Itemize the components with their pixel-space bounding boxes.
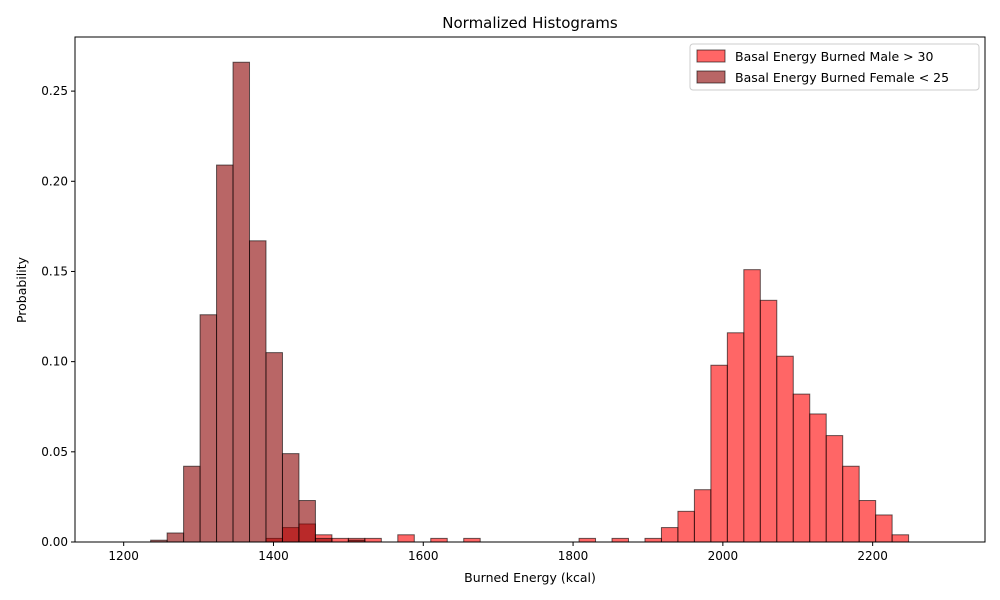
y-tick-label: 0.20 [41,174,68,188]
bar-series0-bin26 [776,355,794,543]
bar-series0-bin31 [858,500,877,543]
bar-series0-bin11 [463,537,481,543]
x-tick-label: 2200 [857,549,888,563]
bar-series1-bin5 [232,61,251,543]
bar-series1-bin8 [281,453,300,543]
bar-series1-bin2 [183,465,201,543]
y-axis-ticks: 0.00 0.05 0.10 0.15 0.20 0.25 [41,84,75,549]
x-axis-ticks: 1200 1400 1600 1800 2000 2200 [108,542,888,563]
legend-label-male: Basal Energy Burned Male > 30 [735,49,934,64]
bar-series0-bin22 [710,364,728,543]
series-1 [150,61,366,543]
bar-series0-bin32 [875,514,893,543]
bar-series0-bin25 [759,299,778,543]
bar-series1-bin1 [166,532,185,543]
bar-series0-bin28 [809,413,827,543]
bar-series0-bin30 [842,465,860,543]
x-tick-label: 1600 [408,549,439,563]
legend-swatch-male [696,49,726,63]
bar-series0-bin33 [891,534,910,543]
bar-series0-bin8 [364,537,382,543]
bar-series0-bin20 [677,510,695,543]
bar-series1-bin6 [249,240,267,543]
bar-series1-bin7 [265,352,283,543]
bar-series0-bin27 [792,393,811,543]
bar-series0-bin29 [825,435,844,543]
x-tick-label: 1200 [108,549,139,563]
y-tick-label: 0.25 [41,84,68,98]
y-tick-label: 0.05 [41,445,68,459]
bar-series0-bin18 [644,537,662,543]
y-tick-label: 0.00 [41,535,68,549]
bar-series0-bin9 [397,534,415,543]
chart-title: Normalized Histograms [442,14,618,32]
bar-series0-bin16 [578,537,597,543]
y-axis-label: Probability [14,256,29,323]
bar-series1-bin4 [216,164,234,543]
bars-layer [150,61,910,543]
bar-series0-bin17 [611,537,629,543]
x-axis-label: Burned Energy (kcal) [464,570,596,585]
legend-label-female: Basal Energy Burned Female < 25 [735,70,949,85]
bar-series0-bin21 [693,489,712,543]
y-tick-label: 0.15 [41,264,68,278]
x-tick-label: 1800 [558,549,589,563]
y-tick-label: 0.10 [41,355,68,369]
bar-series0-bin23 [726,332,745,543]
bar-series0-bin6 [331,537,349,543]
bar-series1-bin3 [199,314,218,543]
legend-swatch-female [696,70,726,84]
legend: Basal Energy Burned Male > 30 Basal Ener… [689,43,980,91]
bar-series0-bin10 [430,537,448,543]
bar-series0-bin19 [660,527,679,543]
bar-series0-bin24 [743,269,761,543]
x-tick-label: 2000 [708,549,739,563]
plot-frame [74,36,986,543]
legend-box [689,43,980,91]
bar-series1-bin9 [298,500,316,543]
x-tick-label: 1400 [258,549,289,563]
bar-series1-bin10 [314,537,333,543]
